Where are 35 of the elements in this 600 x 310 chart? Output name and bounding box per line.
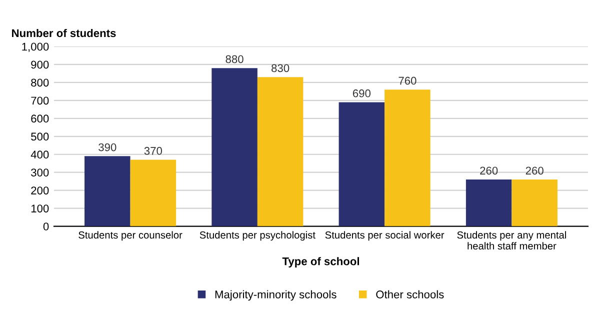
x-axis-title: Type of school (282, 257, 360, 268)
y-tick-label: 500 (31, 132, 49, 141)
bar (84, 156, 130, 226)
data-label: 830 (272, 64, 290, 72)
y-tick-label: 800 (31, 78, 49, 87)
y-tick-label: 100 (31, 204, 49, 212)
x-tick-label: Students per any mental health staff member (457, 231, 566, 250)
y-tick-label: 200 (31, 186, 49, 194)
data-label: 260 (526, 166, 544, 175)
y-tick-label: 700 (31, 96, 49, 105)
y-tick-label: 400 (30, 150, 49, 159)
bar (384, 90, 430, 226)
y-tick-label: 900 (31, 60, 49, 69)
y-tick-label: 1,000 (22, 42, 49, 52)
y-tick-label: 0 (43, 222, 49, 230)
y-axis-title: Number of students (12, 28, 116, 38)
data-label: 390 (98, 143, 116, 152)
legend-label: Other schools (376, 290, 444, 298)
data-label: 690 (352, 89, 371, 98)
y-tick-label: 600 (31, 114, 49, 123)
bar (512, 180, 558, 226)
bar (338, 102, 385, 226)
x-tick-label: Students per psychologist (200, 231, 316, 241)
x-tick-label: Students per counselor (78, 231, 182, 241)
data-label: 260 (480, 166, 498, 175)
bar (257, 77, 304, 226)
legend-label: Majority-minority schools (215, 290, 336, 301)
bar (466, 180, 512, 226)
bar (130, 160, 176, 226)
bar (212, 68, 258, 226)
x-tick-label: Students per social worker (325, 231, 444, 241)
data-label: 880 (226, 55, 244, 64)
y-tick-label: 300 (31, 168, 49, 176)
data-label: 370 (144, 146, 162, 155)
data-label: 760 (398, 76, 416, 85)
